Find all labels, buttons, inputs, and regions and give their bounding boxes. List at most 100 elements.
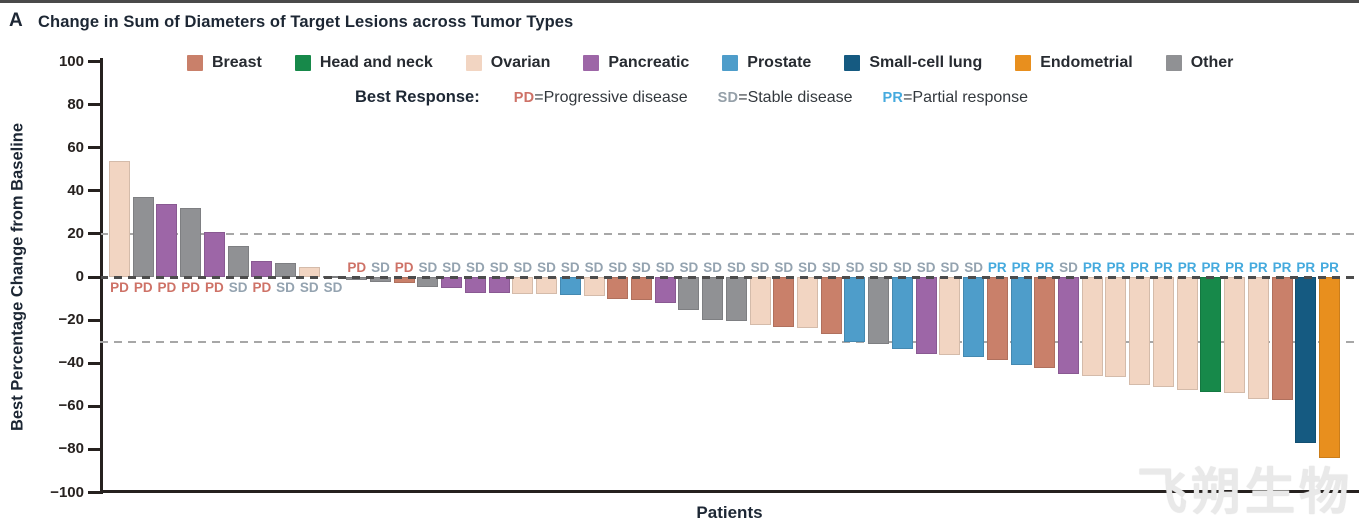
patient-bar [1200,277,1222,393]
y-axis-tick-label: −80 [58,440,84,458]
y-axis-tick-label: 80 [67,95,84,113]
patient-bar [915,277,937,354]
response-tag: SD [276,280,295,295]
response-tag: SD [1059,260,1078,275]
y-axis-tick [88,275,101,279]
response-abbr: SD [717,89,739,106]
response-tag: SD [299,280,319,295]
panel-letter: A [9,10,23,31]
response-tag: SD [964,260,983,275]
response-tag: PR [1106,260,1126,275]
patient-bar [488,277,510,294]
response-tag: SD [228,280,248,295]
legend-swatch [465,55,482,71]
patient-bar [1176,277,1198,391]
legend-label: Endometrial [1040,54,1133,71]
zero-line [100,275,1359,279]
response-tag: PR [1248,260,1268,275]
response-tag: PR [1225,260,1244,275]
patient-bar [963,277,985,357]
response-tag: PD [394,260,414,275]
top-border-rule [0,0,1359,3]
patient-bar [844,277,866,342]
patient-bar [1081,277,1103,377]
patient-bar [512,277,534,295]
response-tag: SD [679,260,699,275]
patient-bar [1271,277,1293,400]
patient-bar [559,277,581,296]
patient-bar [536,277,558,295]
legend-item-endometrial: Endometrial [1015,54,1133,72]
response-tag: SD [560,260,580,275]
patient-bar [464,277,486,294]
response-label: =Stable disease [738,88,853,106]
legend-swatch [1165,55,1182,71]
reference-line--30 [100,340,1359,343]
y-axis-tick-label: 40 [67,181,84,199]
y-axis-tick-label: −100 [50,483,84,501]
tumor-type-legend: Breast Head and neck Ovarian Pancreatic Pros… [187,54,1233,72]
response-tag: SD [537,260,556,275]
watermark-text: 飞朔生物 [1137,464,1353,520]
response-tag: SD [608,260,628,275]
patient-bar [773,277,795,327]
legend-swatch [1015,55,1032,71]
legend-item-small-cell-lung: Small-cell lung [844,54,982,72]
patient-bar [820,277,842,335]
legend-item-prostate: Prostate [722,54,811,72]
legend-label: Small-cell lung [869,54,983,71]
y-axis-tick [88,361,101,365]
response-abbr: PD [513,89,535,106]
response-tag: PD [157,280,177,295]
response-tag: PR [1296,260,1316,275]
y-axis-tick [88,60,101,63]
y-axis-tick-label: −20 [58,311,84,329]
legend-label: Pancreatic [608,54,690,71]
legend-swatch [294,55,311,71]
response-tag: SD [513,260,533,275]
patient-bar [891,277,913,350]
legend-item-pancreatic: Pancreatic [583,54,689,72]
y-axis-tick-label: −40 [58,354,84,372]
response-legend-item-pd: PD=Progressive disease [514,89,688,107]
y-axis-tick [88,318,101,322]
patient-bar [203,231,225,277]
y-axis-tick-label: −60 [58,397,84,415]
response-tag: PR [1011,260,1031,275]
response-tag: SD [632,260,651,275]
x-axis-title: Patients [696,503,763,522]
legend-swatch [583,55,600,71]
y-axis-tick [88,404,101,408]
response-label: =Progressive disease [534,88,688,106]
y-axis-tick [88,491,101,494]
response-tag: PD [252,280,272,295]
patient-bar [678,277,700,311]
response-tag: PD [133,280,153,295]
response-tag: PD [205,280,224,295]
y-axis-tick [88,447,101,451]
patient-bar [1224,277,1246,394]
legend-item-head-and-neck: Head and neck [294,54,433,72]
legend-swatch [722,55,739,71]
patient-bar [868,277,890,344]
response-tag: SD [893,260,912,275]
response-tag: SD [655,260,675,275]
patient-bar [132,197,154,277]
y-axis-tick-label: 100 [58,52,84,70]
patient-bar [1010,277,1032,366]
response-tag: PR [987,260,1007,275]
figure-title: Change in Sum of Diameters of Target Les… [38,13,574,31]
response-tag: PR [1035,260,1055,275]
response-tag: SD [774,260,794,275]
patient-bar [1318,277,1340,459]
response-tag: PR [1320,260,1339,275]
response-tag: SD [584,260,604,275]
response-tag: SD [916,260,936,275]
response-tag: PR [1177,260,1197,275]
legend-swatch [187,55,203,71]
legend-label: Breast [212,54,262,71]
response-tag: PR [1130,260,1150,275]
best-response-legend: Best Response: PD=Progressive disease SD=… [355,88,1028,107]
response-legend-item-sd: SD=Stable disease [718,89,853,107]
